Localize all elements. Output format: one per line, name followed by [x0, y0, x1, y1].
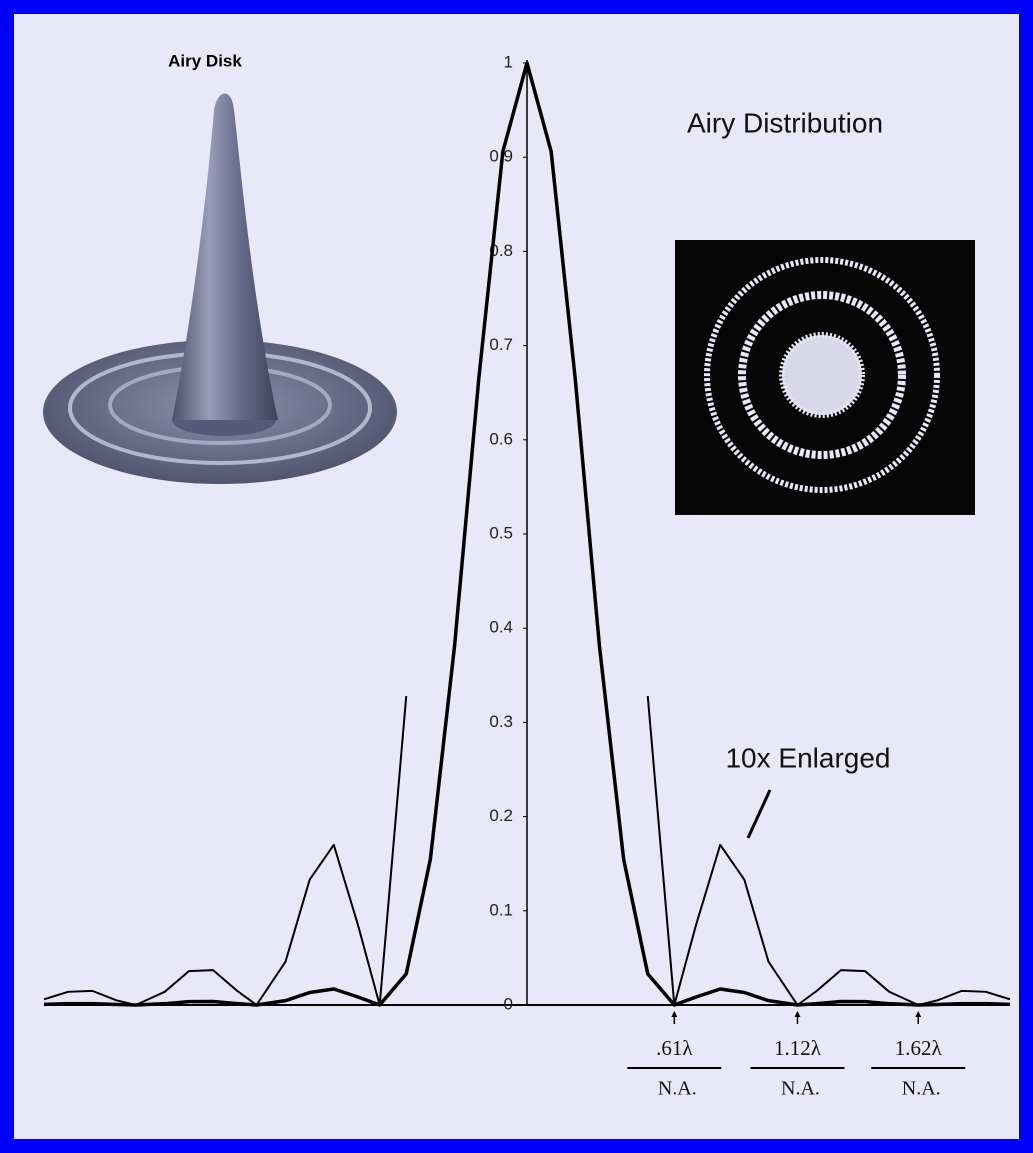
- zero-numerator: 1.62λ: [895, 1036, 943, 1060]
- y-tick-label: 0.4: [489, 618, 513, 637]
- series-annotation: 10x Enlarged: [725, 742, 890, 773]
- y-tick-label: 0.3: [489, 712, 513, 731]
- chart-title: Airy Distribution: [687, 107, 883, 138]
- y-tick-label: 0.2: [489, 806, 513, 825]
- zero-denominator: N.A.: [781, 1078, 820, 1100]
- page: Airy Disk Airy Distribution 0 0.1 0.2 0.3 0.…: [0, 0, 1033, 1153]
- zero-numerator: 1.12λ: [774, 1036, 822, 1060]
- background: [14, 14, 1019, 1139]
- y-tick-label: 0.6: [489, 429, 513, 448]
- y-tick-label: 1: [504, 52, 513, 71]
- chart: Airy Disk Airy Distribution 0 0.1 0.2 0.3 0.…: [0, 0, 1033, 1153]
- zero-numerator: .61λ: [656, 1036, 693, 1060]
- y-tick-label: 0.5: [489, 523, 513, 542]
- image-label: Airy Disk: [168, 51, 242, 70]
- y-tick-label: 0: [504, 994, 513, 1013]
- y-tick-label: 0.7: [489, 335, 513, 354]
- y-tick-label: 0.1: [489, 900, 513, 919]
- zero-denominator: N.A.: [902, 1078, 941, 1100]
- airy-pattern-image: [675, 240, 975, 515]
- zero-denominator: N.A.: [658, 1078, 697, 1100]
